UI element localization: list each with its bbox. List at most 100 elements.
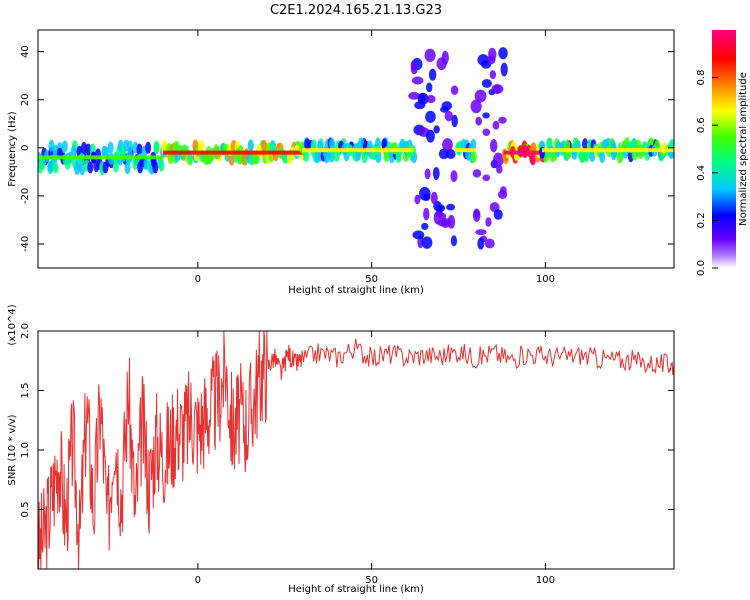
snr-y-ticks: 0.5 1.0 1.5 2.0 xyxy=(20,323,674,517)
spectrogram-cell xyxy=(496,164,503,174)
spectrogram-cell xyxy=(158,159,165,172)
spectrogram-cell xyxy=(472,169,482,178)
spectrogram-cell xyxy=(475,116,482,126)
snr-plot-area xyxy=(38,331,674,569)
spectrogram-cell xyxy=(107,141,114,154)
spectrogram-cell xyxy=(485,217,492,227)
spectrogram-cell xyxy=(432,166,440,181)
spectrogram-band-core xyxy=(38,155,164,160)
spectrogram-cell xyxy=(549,150,556,163)
spectrogram-cell xyxy=(261,139,268,152)
spectrogram-cell xyxy=(61,140,68,153)
colorbar-tick-label: 0.8 xyxy=(696,70,707,86)
y-tick-label: 0 xyxy=(20,145,31,151)
spectrogram-cell xyxy=(599,150,606,163)
spectrogram-cell xyxy=(132,157,139,170)
spectrogram-cell xyxy=(39,157,46,170)
spectrogram-cell xyxy=(450,235,458,247)
x-tick-label: 0 xyxy=(195,575,201,586)
spectrogram-cell xyxy=(430,191,438,205)
spectrogram-cell xyxy=(85,143,92,156)
spectrogram-cell xyxy=(399,138,406,151)
spectrogram-cell xyxy=(152,161,159,174)
spectrogram-cell xyxy=(70,145,77,158)
spectrogram-cell xyxy=(493,209,503,220)
spectrogram-cell xyxy=(333,150,340,163)
colorbar-label: Normalized spectral amplitude xyxy=(738,72,749,226)
spectrogram-cell xyxy=(474,89,487,103)
colorbar-ticks: 0.0 0.2 0.4 0.6 0.8 xyxy=(696,70,718,276)
spectrogram-cell xyxy=(497,190,508,199)
spectrogram-cell xyxy=(442,138,453,152)
spectrogram-cell xyxy=(424,48,436,62)
y-tick-label: 1.5 xyxy=(20,383,31,399)
colorbar: 0.0 0.2 0.4 0.6 0.8 Normalized spectral ampl… xyxy=(696,30,749,276)
spectrogram-cell xyxy=(530,153,537,166)
spectrogram-cell xyxy=(426,95,436,104)
spectrogram-cell xyxy=(161,139,168,152)
spectrogram-cell xyxy=(52,161,59,174)
spectrogram-cell xyxy=(425,82,433,93)
spectrogram-x-label: Height of straight line (km) xyxy=(288,285,424,296)
spectrogram-cell xyxy=(475,229,487,236)
spectrogram-cell xyxy=(470,150,477,163)
x-tick-label: 50 xyxy=(365,274,378,285)
spectrogram-cell xyxy=(441,50,449,65)
spectrogram-cell xyxy=(436,204,446,212)
spectrogram-frame xyxy=(37,29,675,269)
spectrogram-cell xyxy=(48,139,55,152)
colorbar-tick-label: 0.6 xyxy=(696,117,707,133)
spectrogram-cell xyxy=(450,85,459,96)
spectrogram-cell xyxy=(582,138,589,151)
spectrogram-cell xyxy=(498,116,507,124)
colorbar-gradient xyxy=(712,30,736,268)
spectrogram-cell xyxy=(136,143,143,156)
spectrogram-cell xyxy=(414,194,421,205)
spectrogram-cell xyxy=(421,236,433,249)
spectrogram-band-core xyxy=(503,150,542,155)
spectrogram-y-label: Frequency (Hz) xyxy=(7,111,18,187)
spectrogram-cell xyxy=(422,193,431,201)
spectrogram-cell xyxy=(482,112,490,119)
spectrogram-cell xyxy=(145,141,152,154)
snr-x-ticks: 0 50 100 xyxy=(195,331,555,586)
spectrogram-cell xyxy=(410,64,418,75)
spectrogram-cell xyxy=(446,203,456,211)
spectrogram-cell xyxy=(489,70,497,80)
spectrogram-band-core xyxy=(541,148,674,153)
snr-panel: 0 50 100 0.5 1.0 1.5 2.0 Height of straight l… xyxy=(7,304,675,595)
spectrogram-x-ticks: 0 50 100 xyxy=(195,30,555,285)
spectrogram-cell xyxy=(251,152,258,165)
spectrogram-band-core xyxy=(302,148,414,153)
spectrogram-cell xyxy=(484,238,495,249)
x-tick-label: 100 xyxy=(536,274,555,285)
spectrogram-cell xyxy=(79,163,86,176)
colorbar-tick-label: 0.4 xyxy=(696,165,707,181)
y-tick-label: -40 xyxy=(20,236,31,252)
spectrogram-cell xyxy=(489,139,498,153)
spectrogram-cell xyxy=(126,140,133,153)
spectrogram-cell xyxy=(186,152,193,165)
spectrogram-cell xyxy=(202,152,209,165)
y-tick-label: -20 xyxy=(20,188,31,204)
spectrogram-cell xyxy=(481,79,492,88)
spectrogram-cell xyxy=(631,138,638,151)
x-tick-label: 50 xyxy=(365,575,378,586)
colorbar-tick-label: 0.0 xyxy=(696,260,707,276)
spectrogram-panel: 0 50 100 -40 -20 0 20 40 Height of straight li… xyxy=(7,29,675,296)
spectrogram-cell xyxy=(472,208,481,222)
spectrogram-cell xyxy=(153,140,160,153)
spectrogram-cell xyxy=(421,222,429,231)
x-tick-label: 100 xyxy=(536,575,555,586)
spectrogram-layer xyxy=(38,47,674,250)
spectrogram-cell xyxy=(247,139,254,152)
spectrogram-cell xyxy=(447,214,456,229)
spectrogram-cell xyxy=(87,161,94,174)
spectrogram-cell xyxy=(445,149,456,159)
spectrogram-cell xyxy=(451,114,458,128)
spectrogram-cell xyxy=(492,120,500,130)
spectrogram-cell xyxy=(494,84,501,94)
y-tick-label: 20 xyxy=(20,93,31,106)
y-tick-label: 0.5 xyxy=(20,502,31,518)
spectrogram-cell xyxy=(441,101,453,111)
